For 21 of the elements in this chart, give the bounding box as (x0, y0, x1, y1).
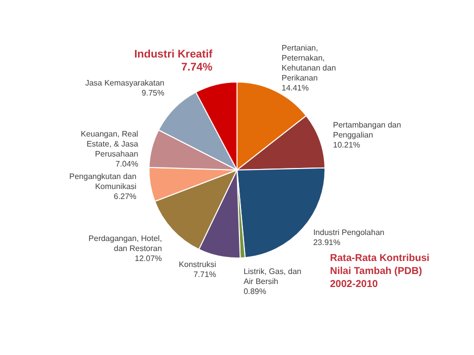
data-label: 12.07% (134, 254, 162, 264)
slice-label: Listrik, Gas, dan Air Bersih (244, 266, 302, 286)
slice-label: Industri Kreatif (134, 48, 213, 60)
slice-label: Pertambangan dan Penggalian (333, 120, 402, 140)
slice-label: Konstruksi (178, 260, 216, 269)
data-label: 7.71% (193, 270, 216, 279)
slice-label: Perdagangan, Hotel, dan Restoran (88, 234, 162, 254)
slice-label: Pengangkutan dan Komunikasi (69, 172, 137, 191)
data-label: 0.89% (244, 286, 266, 296)
slice-label: Jasa Kemasyarakatan (85, 78, 164, 88)
data-label: 9.75% (142, 88, 164, 98)
data-label: 7.04% (116, 160, 138, 169)
data-label: 6.27% (114, 192, 136, 201)
data-label: 10.21% (333, 140, 360, 150)
slice-label: Keuangan, Real Estate, & Jasa Perusahaan (80, 130, 139, 159)
slice-label: Industri Pengolahan (313, 228, 384, 237)
slice-label: Pertanian, Peternakan, Kehutanan dan Perikanan (282, 43, 336, 82)
text: Rata-Rata Kontribusi Nilai Tambah (PDB) 2002-2010 (330, 253, 430, 290)
data-label: 23.91% (313, 238, 340, 247)
data-label: 7.74% (181, 62, 213, 74)
data-label: 14.41% (282, 83, 309, 92)
